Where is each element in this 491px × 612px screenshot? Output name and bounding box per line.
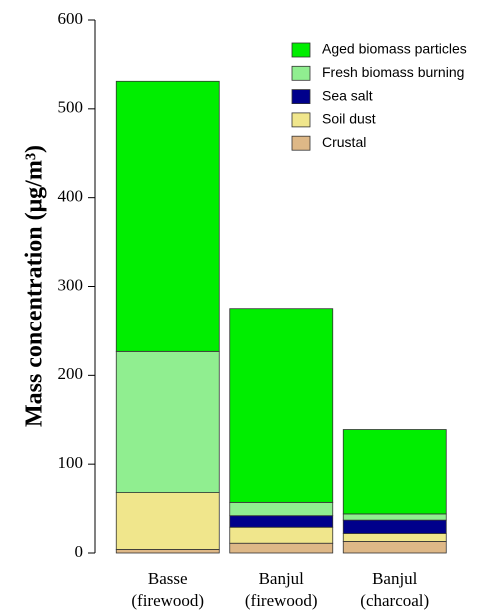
bar-segment (229, 308, 334, 503)
bar-segment (115, 80, 220, 352)
bar-segment (342, 513, 447, 521)
legend-swatch (291, 112, 311, 128)
legend-swatch (291, 135, 311, 151)
y-tick-label: 0 (75, 542, 84, 561)
bar-segment (342, 533, 447, 542)
x-tick-label: Banjul (firewood) (244, 569, 318, 610)
y-axis-label: Mass concentration (μg/m³) (22, 145, 48, 427)
bar-segment (229, 542, 334, 554)
x-tick-label: Banjul (charcoal) (360, 569, 430, 610)
bar-segment (115, 549, 220, 554)
bar-segment (115, 492, 220, 550)
bar-segment (229, 515, 334, 528)
legend-label: Crustal (322, 134, 366, 150)
y-tick-label: 200 (58, 364, 84, 383)
legend-label: Soil dust (322, 111, 376, 127)
bar-segment (342, 541, 447, 554)
bar-segment (229, 526, 334, 544)
bar-segment (229, 501, 334, 517)
legend-label: Aged biomass particles (322, 41, 467, 57)
x-tick-label: Basse (firewood) (131, 569, 205, 610)
bar-segment (342, 519, 447, 534)
y-tick-label: 100 (58, 453, 84, 472)
legend-label: Fresh biomass burning (322, 64, 464, 80)
y-tick-label: 300 (58, 275, 84, 294)
legend-swatch (291, 42, 311, 58)
legend-swatch (291, 89, 311, 104)
legend-label: Sea salt (322, 87, 373, 103)
bar-segment (342, 429, 447, 515)
bar-segment (115, 350, 220, 493)
y-tick-label: 500 (58, 98, 84, 117)
legend-swatch (291, 65, 311, 81)
y-tick-label: 600 (58, 9, 84, 28)
y-tick-label: 400 (58, 187, 84, 206)
